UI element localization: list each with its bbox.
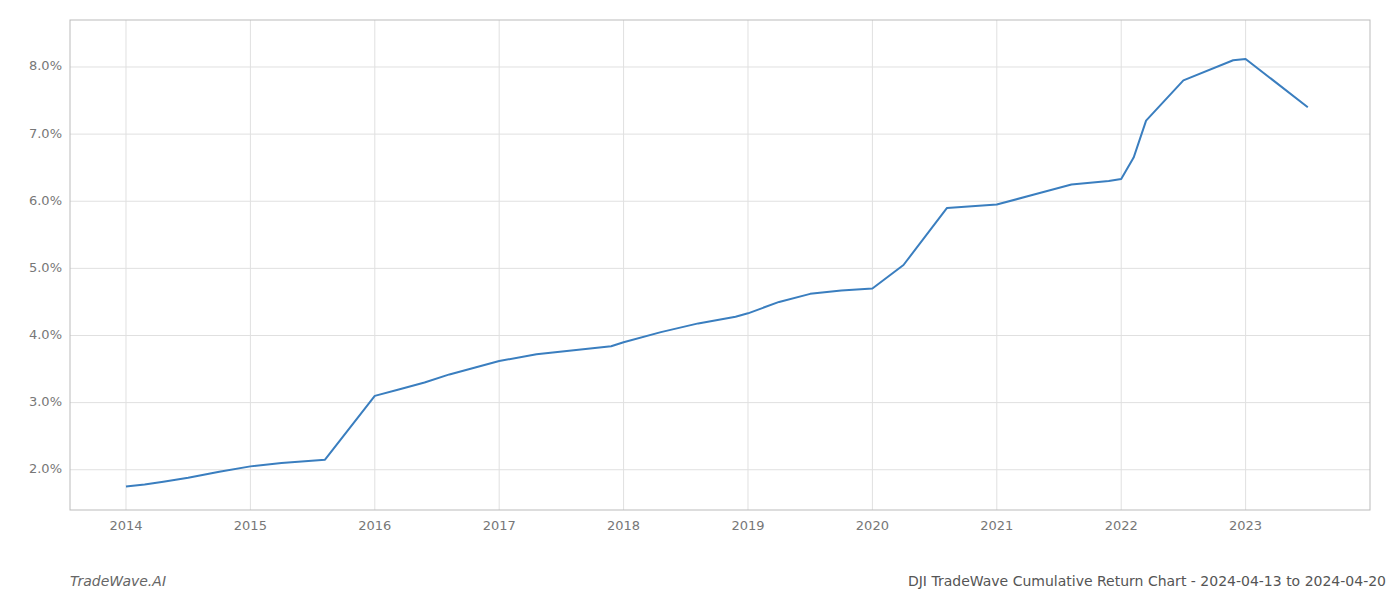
- x-tick-label: 2020: [856, 518, 889, 533]
- axes: 2.0% 3.0% 4.0% 5.0% 6.0% 7.0% 8.0% 2014 2015 2016…: [29, 20, 1370, 533]
- y-grid-line: [70, 201, 1370, 202]
- x-tick-label: 2018: [607, 518, 640, 533]
- x-tick-label: 2016: [358, 518, 391, 533]
- x-tick-label: 2019: [731, 518, 764, 533]
- x-grid-line: [1121, 20, 1122, 510]
- x-tick-label: 2021: [980, 518, 1013, 533]
- y-tick-label: 8.0%: [29, 58, 62, 73]
- x-tick-label: 2017: [483, 518, 516, 533]
- watermark: TradeWave.AI: [70, 573, 166, 589]
- x-tick-label: 2022: [1105, 518, 1138, 533]
- x-tick-label: 2015: [234, 518, 267, 533]
- y-tick-label: 3.0%: [29, 394, 62, 409]
- x-grid-line: [623, 20, 624, 510]
- y-grid-line: [70, 134, 1370, 135]
- x-grid-line: [872, 20, 873, 510]
- grid: [70, 20, 1370, 510]
- x-grid-line: [499, 20, 500, 510]
- y-grid-line: [70, 469, 1370, 470]
- y-tick-label: 2.0%: [29, 461, 62, 476]
- x-tick-label: 2023: [1229, 518, 1262, 533]
- y-grid-line: [70, 66, 1370, 67]
- y-grid-line: [70, 402, 1370, 403]
- y-tick-label: 4.0%: [29, 327, 62, 342]
- x-grid-line: [1245, 20, 1246, 510]
- chart-container: 2.0% 3.0% 4.0% 5.0% 6.0% 7.0% 8.0% 2014 2015 2016…: [0, 0, 1400, 600]
- plot-frame: [70, 20, 1370, 510]
- y-tick-label: 7.0%: [29, 126, 62, 141]
- x-grid-line: [250, 20, 251, 510]
- y-grid-line: [70, 335, 1370, 336]
- x-grid-line: [996, 20, 997, 510]
- x-grid-line: [747, 20, 748, 510]
- x-grid-line: [125, 20, 126, 510]
- chart-title: DJI TradeWave Cumulative Return Chart - …: [908, 573, 1386, 589]
- y-tick-label: 6.0%: [29, 193, 62, 208]
- y-tick-label: 5.0%: [29, 260, 62, 275]
- x-grid-line: [374, 20, 375, 510]
- x-tick-label: 2014: [109, 518, 142, 533]
- chart-svg: 2.0% 3.0% 4.0% 5.0% 6.0% 7.0% 8.0% 2014 2015 2016…: [0, 0, 1400, 600]
- data-line: [126, 59, 1308, 487]
- plot-area: [126, 59, 1308, 487]
- y-grid-line: [70, 268, 1370, 269]
